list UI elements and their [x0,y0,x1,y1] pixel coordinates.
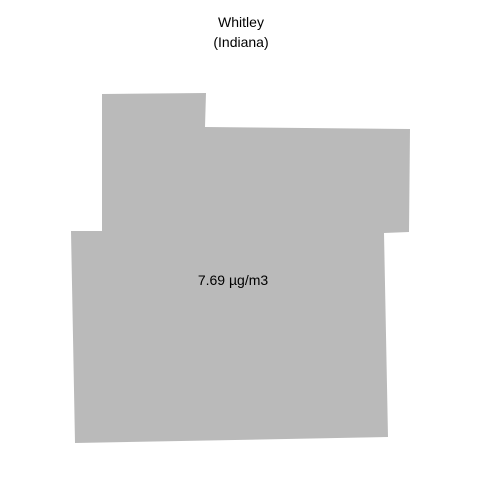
county-shape [71,93,410,443]
map-title-block: Whitley (Indiana) [0,12,482,52]
county-name: Whitley [218,14,264,30]
pm25-value-label: 7.69 µg/m3 [198,272,269,288]
state-name: (Indiana) [213,34,269,50]
